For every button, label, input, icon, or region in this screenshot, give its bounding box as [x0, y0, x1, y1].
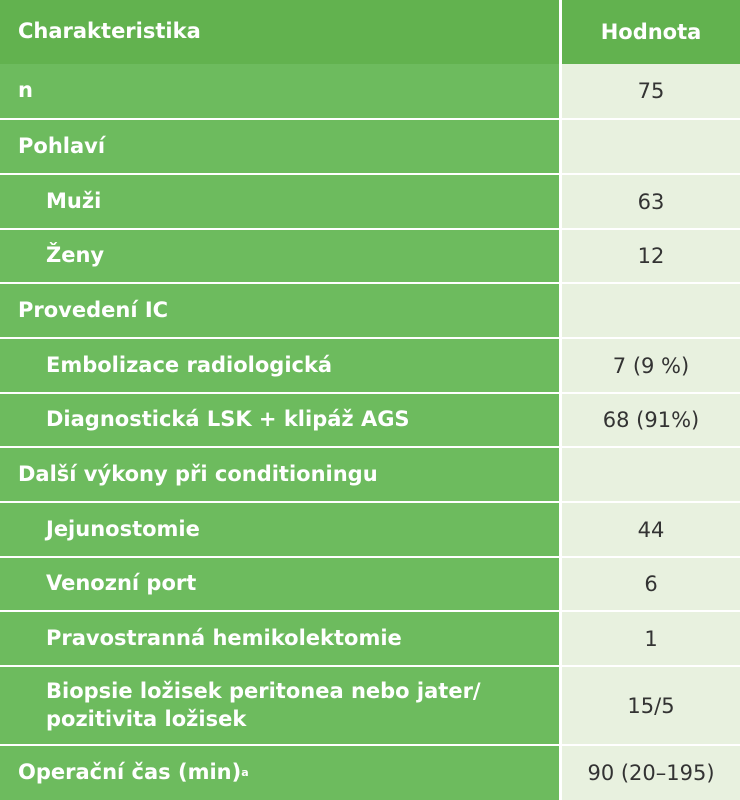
row-value: 63 — [562, 175, 740, 228]
table-row: Diagnostická LSK + klipáž AGS 68 (91%) — [0, 394, 740, 446]
row-label: Pohlaví — [0, 120, 559, 173]
row-value — [562, 120, 740, 173]
table-header-row: Charakteristika Hodnota — [0, 0, 740, 64]
row-label: Jejunostomie — [0, 503, 559, 556]
row-label: Muži — [0, 175, 559, 228]
row-label: Biopsie ložisek peritonea nebo jater/ po… — [0, 667, 559, 744]
table-row: Operační čas (min) a 90 (20–195) — [0, 746, 740, 800]
table-row: Provedení IC — [0, 284, 740, 337]
table-row: Další výkony při conditioningu — [0, 448, 740, 501]
row-value — [562, 284, 740, 337]
row-label: Provedení IC — [0, 284, 559, 337]
table-row: Pravostranná hemikolektomie 1 — [0, 612, 740, 665]
table-row: Venozní port 6 — [0, 558, 740, 610]
row-label: Další výkony při conditioningu — [0, 448, 559, 501]
row-label: Embolizace radiologická — [0, 339, 559, 392]
table-row: Jejunostomie 44 — [0, 503, 740, 556]
row-value: 44 — [562, 503, 740, 556]
table-row: Ženy 12 — [0, 230, 740, 282]
header-value: Hodnota — [562, 0, 740, 64]
row-label: Venozní port — [0, 558, 559, 610]
header-characteristic: Charakteristika — [0, 0, 559, 64]
row-value: 7 (9 %) — [562, 339, 740, 392]
row-value: 15/5 — [562, 667, 740, 744]
row-label: Pravostranná hemikolektomie — [0, 612, 559, 665]
row-value: 68 (91%) — [562, 394, 740, 446]
table-row: n 75 — [0, 64, 740, 118]
row-label: n — [0, 64, 559, 118]
row-value: 90 (20–195) — [562, 746, 740, 800]
row-value — [562, 448, 740, 501]
row-label-text: Operační čas (min) — [18, 760, 242, 785]
table-row: Embolizace radiologická 7 (9 %) — [0, 339, 740, 392]
row-value: 1 — [562, 612, 740, 665]
row-label: Diagnostická LSK + klipáž AGS — [0, 394, 559, 446]
row-value: 12 — [562, 230, 740, 282]
row-label: Ženy — [0, 230, 559, 282]
table-row: Muži 63 — [0, 175, 740, 228]
row-value: 6 — [562, 558, 740, 610]
table-row: Biopsie ložisek peritonea nebo jater/ po… — [0, 667, 740, 744]
row-value: 75 — [562, 64, 740, 118]
table-row: Pohlaví — [0, 120, 740, 173]
row-label: Operační čas (min) a — [0, 746, 559, 800]
